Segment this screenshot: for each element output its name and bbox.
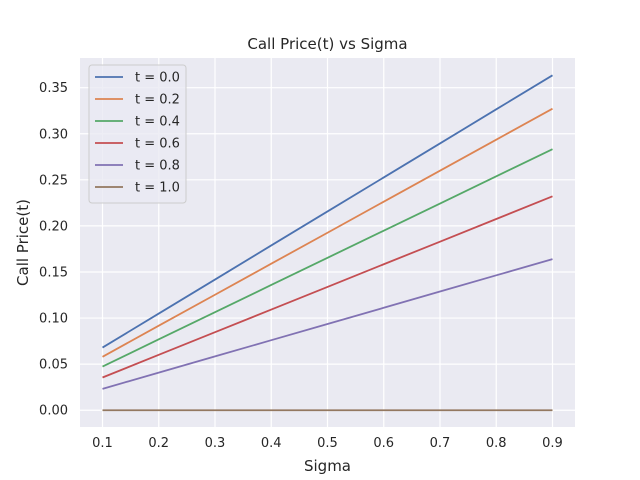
y-tick-label: 0.35 (39, 81, 68, 96)
series-line-0 (102, 74, 553, 349)
x-tick-label: 0.5 (317, 436, 338, 451)
x-tick-label: 0.8 (486, 436, 507, 451)
y-tick-label: 0.05 (39, 358, 68, 373)
legend-label-3: t = 0.6 (135, 137, 180, 152)
x-tick-label: 0.4 (261, 436, 282, 451)
y-tick-labels: 0.00 0.05 0.10 0.15 0.20 0.25 0.30 0.35 (39, 81, 68, 419)
legend-label-1: t = 0.2 (135, 93, 180, 108)
y-axis-label: Call Price(t) (14, 199, 32, 286)
x-tick-label: 0.6 (373, 436, 394, 451)
legend-label-0: t = 0.0 (135, 71, 180, 86)
series-line-2 (102, 148, 553, 368)
x-tick-label: 0.7 (430, 436, 451, 451)
y-tick-label: 0.30 (39, 127, 68, 142)
series-line-3 (102, 195, 553, 379)
series-lines (102, 74, 553, 412)
legend-label-4: t = 0.8 (135, 159, 180, 174)
legend-label-5: t = 1.0 (135, 181, 180, 196)
x-axis-label: Sigma (304, 457, 351, 475)
x-tick-label: 0.3 (205, 436, 226, 451)
x-tick-labels: 0.1 0.2 0.3 0.4 0.5 0.6 0.7 0.8 0.9 (92, 436, 563, 451)
y-tick-label: 0.20 (39, 219, 68, 234)
x-tick-label: 0.9 (542, 436, 563, 451)
y-tick-label: 0.00 (39, 404, 68, 419)
chart-title: Call Price(t) vs Sigma (247, 35, 407, 53)
y-tick-label: 0.10 (39, 312, 68, 327)
legend: t = 0.0 t = 0.2 t = 0.4 t = 0.6 t = 0.8 t = 1… (88, 64, 187, 204)
y-tick-label: 0.15 (39, 265, 68, 280)
y-tick-label: 0.25 (39, 173, 68, 188)
series-line-1 (102, 107, 553, 358)
x-tick-label: 0.1 (92, 436, 113, 451)
series-line-4 (102, 258, 553, 390)
legend-label-2: t = 0.4 (135, 115, 180, 130)
x-tick-label: 0.2 (148, 436, 169, 451)
